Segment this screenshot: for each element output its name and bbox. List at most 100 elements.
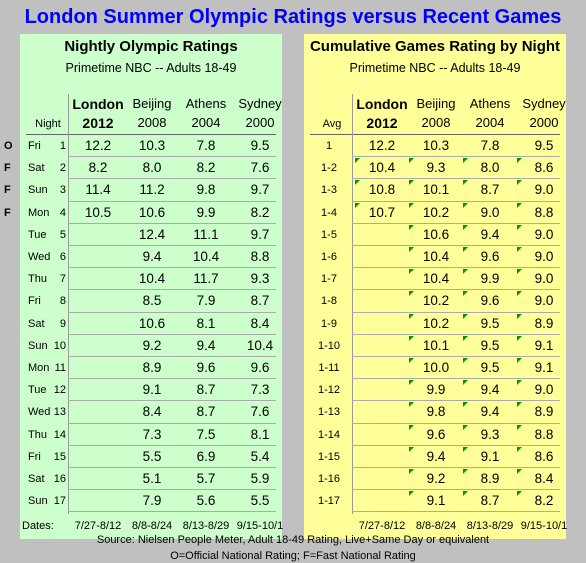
comment-marker-icon: [409, 380, 414, 386]
rating-cell: 9.5: [480, 360, 500, 375]
comment-marker-icon: [517, 469, 522, 474]
row-night-number: 8: [59, 295, 66, 308]
row-avg-range: 1: [325, 140, 333, 152]
rating-cell: 8.1: [250, 426, 270, 442]
column-header-london: London: [356, 96, 408, 112]
row-avg-range: 1-12: [317, 384, 341, 397]
row-avg-range: 1-4: [321, 206, 337, 219]
comment-marker-icon: [517, 158, 522, 164]
rating-cell: 5.5: [250, 493, 270, 509]
rating-cell: 8.8: [534, 426, 554, 442]
comment-marker-icon: [409, 491, 414, 497]
row-avg-range: 1-16: [317, 473, 341, 485]
column-header-beijing: Beijing: [132, 96, 172, 111]
comment-marker-icon: [517, 446, 522, 452]
row-night-number: 6: [59, 251, 66, 263]
rating-cell: 10.4: [422, 271, 450, 287]
rating-cell: 9.0: [534, 271, 554, 287]
column-header-year: 2004: [191, 115, 221, 130]
comment-marker-icon: [409, 402, 414, 408]
comment-marker-icon: [463, 291, 468, 297]
rating-cell: 5.9: [250, 471, 270, 486]
comment-marker-icon: [463, 269, 468, 275]
rating-cell: 8.9: [534, 315, 554, 331]
row-night-number: 15: [53, 450, 66, 463]
rating-cell: 9.9: [196, 204, 216, 220]
row-day-label: Sat: [28, 317, 45, 330]
rating-cell: 8.4: [250, 315, 270, 331]
rating-cell: 10.6: [422, 226, 450, 242]
comment-marker-icon: [517, 358, 522, 363]
rating-cell: 7.3: [250, 382, 270, 398]
row-avg-range: 1-13: [317, 406, 341, 419]
comment-marker-icon: [517, 313, 522, 319]
rating-cell: 9.5: [534, 138, 554, 153]
rating-cell: 9.6: [480, 293, 500, 309]
comment-marker-icon: [463, 424, 468, 430]
row-avg-range: 1-11: [318, 362, 340, 374]
column-header-year: 2000: [529, 115, 559, 130]
column-divider: [68, 94, 69, 514]
rating-cell: 8.8: [250, 249, 270, 264]
rating-cell: 9.6: [426, 426, 446, 442]
column-header-year: 2000: [245, 115, 275, 130]
rating-type-flag: F: [4, 206, 11, 219]
comment-marker-icon: [409, 291, 414, 297]
comment-marker-icon: [463, 335, 468, 341]
nightly-ratings-panel: Nightly Olympic Ratings Primetime NBC --…: [20, 34, 283, 539]
column-header-sydney: Sydney: [238, 96, 282, 111]
comment-marker-icon: [517, 424, 522, 430]
rating-cell: 9.6: [480, 249, 500, 264]
rating-cell: 9.4: [426, 448, 446, 464]
rating-cell: 11.1: [193, 226, 219, 242]
rating-cell: 9.4: [196, 337, 216, 353]
row-divider: [68, 222, 276, 224]
rating-cell: 9.9: [426, 382, 446, 398]
row-night-number: 3: [59, 184, 66, 197]
rating-cell: 9.1: [142, 382, 162, 398]
column-header-year: 2008: [137, 115, 167, 130]
rating-cell: 7.8: [196, 138, 216, 153]
column-header-year: 2004: [475, 115, 505, 130]
rating-cell: 9.8: [426, 404, 446, 420]
comment-marker-icon: [517, 269, 522, 275]
row-day-label: Tue: [28, 228, 47, 241]
row-day-label: Wed: [28, 251, 51, 263]
rating-cell: 7.8: [480, 138, 500, 153]
comment-marker-icon: [517, 202, 522, 208]
comment-marker-icon: [463, 446, 468, 452]
row-divider: [352, 289, 560, 291]
rating-cell: 8.7: [196, 404, 216, 420]
column-dates: 9/15-10/1: [520, 520, 568, 532]
row-divider: [68, 444, 276, 446]
row-night-number: 9: [59, 317, 66, 330]
row-day-label: Thu: [28, 273, 47, 286]
rating-cell: 9.1: [534, 337, 554, 353]
rating-cell: 7.3: [142, 426, 162, 442]
rating-cell: 9.0: [534, 182, 554, 198]
comment-marker-icon: [355, 202, 360, 208]
column-dates: 7/27-8/12: [358, 520, 406, 532]
column-header-london: London: [72, 96, 124, 112]
comment-marker-icon: [409, 269, 414, 275]
rating-cell: 7.6: [250, 404, 270, 420]
rating-cell: 11.2: [139, 182, 165, 198]
nightly-panel-title: Nightly Olympic Ratings: [64, 38, 238, 55]
comment-marker-icon: [409, 247, 414, 252]
comment-marker-icon: [463, 491, 468, 497]
cumulative-ratings-panel: Cumulative Games Rating by Night Primeti…: [304, 34, 567, 539]
cumulative-panel-subtitle: Primetime NBC -- Adults 18-49: [349, 61, 521, 75]
comment-marker-icon: [517, 291, 522, 297]
rating-cell: 9.3: [480, 426, 500, 442]
rating-cell: 9.3: [426, 160, 446, 176]
rating-cell: 5.4: [250, 448, 270, 464]
row-night-number: 14: [53, 428, 66, 441]
rating-cell: 9.2: [142, 337, 162, 353]
row-night-number: 2: [59, 162, 66, 175]
rating-cell: 9.0: [480, 204, 500, 220]
rating-cell: 9.4: [480, 404, 500, 420]
row-divider: [352, 356, 560, 357]
nightly-panel-subtitle: Primetime NBC -- Adults 18-49: [65, 61, 237, 75]
comment-marker-icon: [409, 358, 414, 363]
rating-cell: 9.0: [534, 249, 554, 264]
